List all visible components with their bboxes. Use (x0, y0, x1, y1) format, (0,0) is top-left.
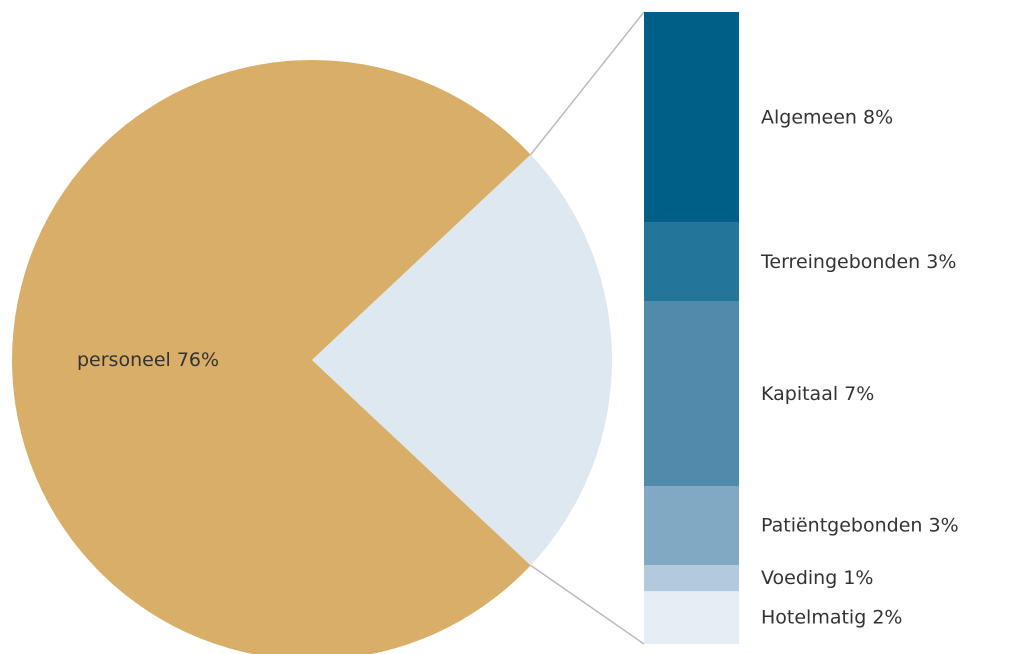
bar-segment (644, 591, 739, 644)
segment-label: Terreingebonden 3% (760, 251, 956, 273)
bar-segment (644, 565, 739, 592)
slice-value: 76% (177, 349, 219, 371)
connector (530, 11, 645, 156)
slice-label: personeel 76% (77, 349, 219, 371)
segment-value: 8% (863, 106, 893, 128)
segment-label: Voeding 1% (761, 567, 873, 589)
segment-label: Kapitaal 7% (761, 382, 874, 404)
segment-name: Terreingebonden (760, 251, 920, 273)
segment-value: 1% (843, 567, 873, 589)
bar-segment (644, 301, 739, 486)
segment-label: Algemeen 8% (761, 106, 893, 128)
segment-value: 7% (844, 382, 874, 404)
segment-name: Hotelmatig (761, 606, 866, 628)
bar-segment (644, 222, 739, 302)
segment-name: Patiëntgebonden (761, 514, 922, 536)
segment-value: 3% (928, 514, 958, 536)
bar-segment (644, 486, 739, 565)
pie-slice (12, 60, 531, 654)
pie-slice (312, 154, 613, 566)
segment-label: Hotelmatig 2% (761, 606, 902, 628)
segment-value: 2% (872, 606, 902, 628)
segment-value: 3% (926, 251, 956, 273)
bar-segment (644, 12, 739, 223)
segment-label: Patiëntgebonden 3% (761, 514, 959, 536)
segment-name: Algemeen (761, 106, 857, 128)
slice-name: personeel (77, 349, 171, 371)
segment-name: Voeding (761, 567, 837, 589)
connector (530, 564, 645, 645)
segment-name: Kapitaal (761, 382, 838, 404)
